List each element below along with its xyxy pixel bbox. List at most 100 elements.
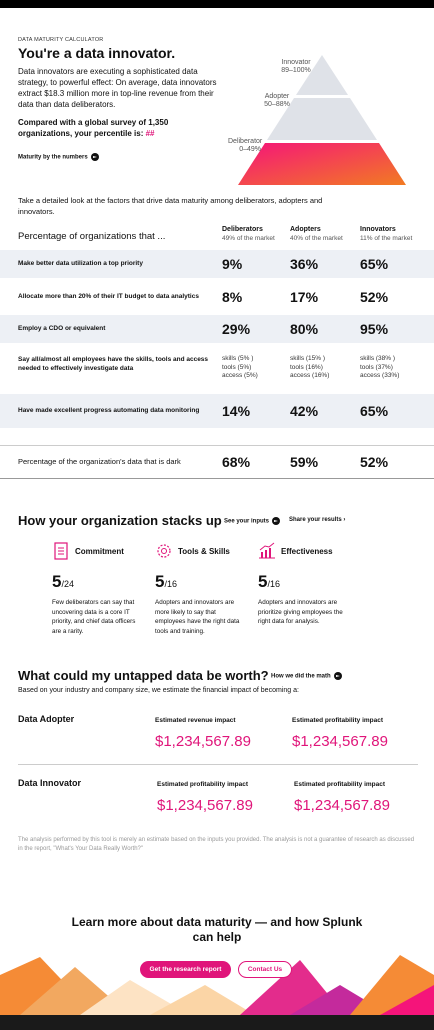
column-name: Innovators [360, 226, 396, 233]
cell-value: 95% [360, 321, 389, 337]
arrow-icon [272, 517, 281, 525]
inputs-link[interactable]: See your inputs [224, 517, 281, 525]
disclaimer: The analysis performed by this tool is m… [18, 837, 415, 852]
cell-value: 52% [360, 454, 389, 470]
column-name: Adopters [290, 226, 321, 233]
table-row: Allocate more than 20% of their IT budge… [0, 283, 434, 311]
share-link[interactable]: Share your results › [289, 517, 346, 523]
adopter-label: Adopter 50–88% [262, 93, 292, 109]
block-label: Data Innovator [18, 778, 82, 788]
row-label: Say all/almost all employees have the sk… [18, 356, 209, 372]
cell-line: access (5%) [222, 372, 258, 379]
score-value: 5 [52, 572, 62, 591]
score-value: 5 [155, 572, 165, 591]
impact-label: Estimated profitability impact [157, 781, 249, 788]
impact-label: Estimated profitability impact [294, 781, 386, 788]
tier-range: 89–100% [281, 67, 311, 74]
block-label: Data Adopter [18, 714, 75, 724]
stack-text: Adopters and innovators are prioritize g… [258, 599, 343, 625]
bottom-bar [0, 1015, 434, 1030]
score-total: /24 [61, 579, 74, 589]
stack-label: Tools & Skills [178, 547, 230, 556]
divider [18, 764, 418, 765]
primary-button[interactable]: Get the research report [140, 961, 231, 978]
score-total: /16 [164, 579, 177, 589]
row-label: Percentage of the organization's data th… [18, 457, 181, 466]
row-label: Allocate more than 20% of their IT budge… [18, 293, 199, 300]
cell-line: skills (5% ) [222, 355, 254, 362]
stack-icon [259, 542, 275, 559]
column-share: 11% of the market [360, 235, 413, 242]
cell-list: skills (38% ) tools (37%) access (33%) [360, 355, 399, 381]
cell-line: tools (37%) [360, 363, 393, 371]
tier-name: Adopter [264, 93, 290, 100]
link-text[interactable]: See your inputs [224, 518, 270, 525]
stack-text: Few deliberators can say that uncovering… [52, 599, 136, 635]
row-label: Make better data utilization a top prior… [18, 260, 143, 267]
cell-value: 65% [360, 403, 389, 419]
cell-value: 42% [290, 403, 319, 419]
worth-title: What could my untapped data be worth? [18, 668, 269, 683]
arrow-icon [90, 153, 99, 161]
maturity-link[interactable]: Maturity by the numbers [18, 153, 99, 161]
cell-value: 8% [222, 289, 243, 305]
stack-label: Effectiveness [281, 547, 333, 556]
impact-value: $1,234,567.89 [294, 797, 390, 814]
stack-icon [54, 542, 68, 560]
pyramid [238, 55, 406, 185]
link-text[interactable]: Maturity by the numbers [18, 154, 88, 161]
table-row: Have made excellent progress automating … [0, 394, 434, 428]
cell-list: skills (15% ) tools (16%) access (16%) [290, 355, 329, 381]
innovator-label: Innovator 89–100% [281, 59, 311, 75]
cell-value: 80% [290, 321, 319, 337]
cell-line: tools (5%) [222, 363, 252, 371]
cell-value: 59% [290, 454, 319, 470]
row-label: Employ a CDO or equivalent [18, 325, 106, 332]
eyebrow: DATA MATURITY CALCULATOR [18, 37, 104, 43]
score: 5/16 [155, 572, 177, 592]
stacks-title: How your organization stacks up [18, 513, 222, 528]
cell-list: skills (5% ) tools (5%) access (5%) [222, 355, 258, 381]
stack-label: Commitment [75, 547, 124, 556]
score: 5/16 [258, 572, 280, 592]
secondary-button[interactable]: Contact Us [238, 961, 292, 978]
cell-line: access (16%) [290, 372, 330, 379]
math-link[interactable]: How we did the math [271, 672, 342, 680]
stack-text: Adopters and innovators are more likely … [155, 599, 240, 635]
cell-value: 14% [222, 403, 251, 419]
survey-text: Compared with a global survey of 1,350 o… [18, 117, 223, 139]
impact-label: Estimated profitability impact [292, 717, 384, 724]
deliberator-tier [238, 143, 406, 185]
column-name: Deliberators [222, 226, 263, 233]
cell-value: 68% [222, 454, 251, 470]
score-value: 5 [258, 572, 268, 591]
cell-line: skills (15% ) [290, 355, 326, 362]
deliberator-label: Deliberator 0–49% [228, 138, 262, 154]
footer-title: Learn more about data maturity — and how… [71, 915, 363, 944]
stack-icon [157, 544, 171, 558]
table-intro: Take a detailed look at the factors that… [18, 196, 323, 216]
table-row: Percentage of the organization's data th… [0, 445, 434, 479]
tier-range: 0–49% [239, 146, 261, 153]
table-heading: Percentage of organizations that ... [18, 231, 166, 242]
innovator-tier [296, 55, 348, 95]
cell-value: 52% [360, 289, 389, 305]
impact-value: $1,234,567.89 [292, 733, 388, 750]
cell-line: skills (38% ) [360, 355, 396, 362]
cell-value: 29% [222, 321, 251, 337]
tier-range: 50–88% [264, 101, 290, 108]
table-row: Employ a CDO or equivalent 29% 80% 95% [0, 315, 434, 343]
cell-line: tools (16%) [290, 363, 323, 371]
cell-value: 9% [222, 256, 243, 272]
column-share: 49% of the market [222, 235, 275, 242]
score: 5/24 [52, 572, 74, 592]
cell-value: 36% [290, 256, 319, 272]
score-total: /16 [267, 579, 280, 589]
top-bar [0, 0, 434, 8]
cell-value: 65% [360, 256, 389, 272]
tier-name: Innovator [281, 59, 311, 66]
adopter-tier [267, 98, 377, 140]
survey: Compared with a global survey of 1,350 o… [18, 118, 169, 138]
link-text[interactable]: How we did the math [271, 673, 331, 680]
